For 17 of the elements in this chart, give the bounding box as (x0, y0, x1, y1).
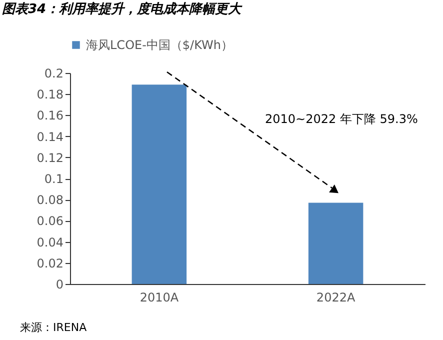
y-tick-label: 0.2 (44, 66, 64, 80)
y-tick-label: 0.16 (36, 108, 64, 123)
legend-label: 海风LCOE-中国（$/KWh） (86, 38, 234, 52)
y-tick-label: 0.04 (36, 235, 64, 250)
source-note: 来源：IRENA (20, 321, 88, 334)
y-tick-label: 0.12 (36, 150, 64, 165)
y-tick-label: 0.18 (36, 88, 64, 102)
x-tick-label: 2022A (316, 290, 356, 304)
y-tick-label: 0.1 (44, 172, 64, 186)
chart-title: 图表34：利用率提升，度电成本降幅更大 (2, 1, 244, 17)
y-tick-label: 0.06 (36, 214, 64, 228)
x-tick-label: 2010A (140, 290, 180, 304)
y-tick-label: 0.08 (36, 193, 64, 208)
y-tick-label: 0.02 (36, 256, 64, 270)
annotation: 2010~2022 年下降 59.3% (265, 112, 418, 126)
y-tick-label: 0 (56, 278, 64, 292)
y-tick-label: 0.14 (36, 130, 64, 144)
